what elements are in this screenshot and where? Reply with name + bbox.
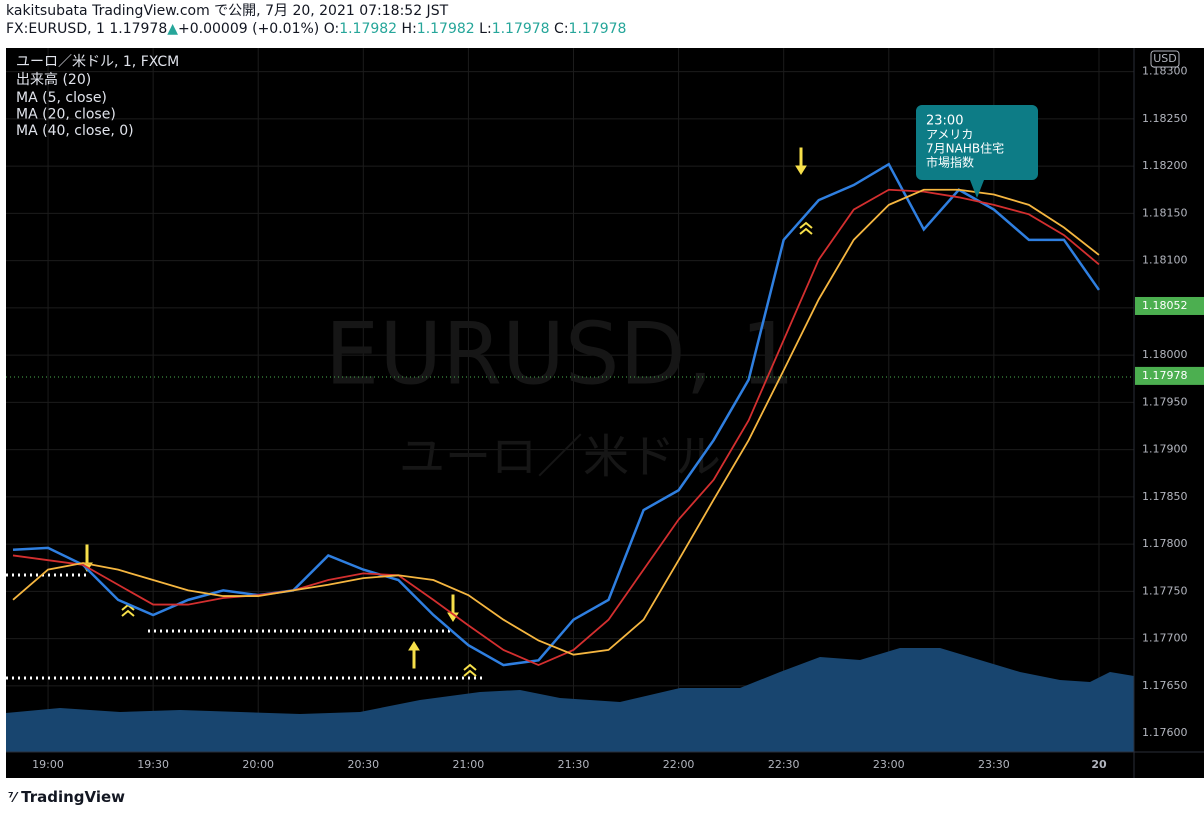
- down-arrow: [795, 147, 807, 175]
- l-label: L:: [479, 21, 492, 37]
- low: 1.17978: [491, 21, 550, 37]
- change: +0.00009 (+0.01%): [178, 21, 320, 37]
- ma-line: [12, 188, 1100, 656]
- x-tick-label: 21:00: [453, 758, 485, 771]
- x-tick-label: 21:30: [558, 758, 590, 771]
- brand: TradingView: [21, 788, 126, 806]
- volume-legend: 出来高 (20): [16, 71, 91, 88]
- x-tick-label: 22:30: [768, 758, 800, 771]
- ma-line: [12, 162, 1100, 667]
- chevron: [799, 221, 813, 235]
- annotation-box: [916, 105, 1038, 198]
- y-tick-label: 1.17850: [1142, 490, 1188, 503]
- footer: ⁷⁄ TradingView: [8, 788, 125, 806]
- y-tick-label: 1.17600: [1142, 726, 1188, 739]
- y-tick-label: 1.18150: [1142, 206, 1188, 219]
- legend: MA (5, close)MA (20, close)MA (40, close…: [16, 90, 134, 139]
- price-label: 1.17978: [1142, 369, 1188, 382]
- y-tick-label: 1.17700: [1142, 632, 1188, 645]
- x-tick-label: 19:00: [32, 758, 64, 771]
- legend-entry: MA (40, close, 0): [16, 123, 134, 139]
- x-tick-label: 23:00: [873, 758, 905, 771]
- y-tick-label: 1.17650: [1142, 679, 1188, 692]
- quote-line: FX:EURUSD, 1 1.17978▲+0.00009 (+0.01%) O…: [6, 20, 626, 38]
- currency: USD: [1153, 52, 1177, 65]
- annotation: 23:00 アメリカ 7月NAHB住宅 市場指数: [916, 105, 1038, 198]
- annotation-line: アメリカ: [926, 128, 973, 142]
- watermark-sub: ユーロ／米ドル: [399, 430, 721, 484]
- y-tick-label: 1.18000: [1142, 348, 1188, 361]
- price-label-box: [1135, 296, 1204, 315]
- annotation-line: 7月NAHB住宅: [926, 141, 1004, 156]
- y-tick-label: 1.17900: [1142, 443, 1188, 456]
- legend-entry: MA (20, close): [16, 107, 116, 123]
- volume-area: [6, 648, 1134, 752]
- support-lines: [6, 573, 485, 680]
- x-tick-label: 22:00: [663, 758, 695, 771]
- legend-entry: MA (5, close): [16, 90, 107, 106]
- header: kakitsubata TradingView.com で公開, 7月 20, …: [6, 2, 626, 38]
- close: 1.17978: [568, 21, 627, 37]
- o-label: O:: [323, 21, 340, 37]
- currency-box: [1150, 50, 1180, 68]
- symbol: FX:EURUSD, 1 1.17978: [6, 21, 168, 37]
- y-tick-label: 1.18100: [1142, 254, 1188, 267]
- price-label: 1.18052: [1142, 299, 1188, 312]
- y-tick-label: 1.17950: [1142, 395, 1188, 408]
- y-tick-label: 1.17800: [1142, 537, 1188, 550]
- y-tick-label: 1.18300: [1142, 65, 1188, 78]
- x-tick-label: 20:30: [347, 758, 379, 771]
- axes: 1.17600 1.17650 1.17700 1.17750 1.17800 1.178…: [32, 65, 1204, 771]
- x-tick-label: 20: [1091, 758, 1107, 771]
- ma-lines: [12, 162, 1100, 667]
- x-tick-label: 23:30: [978, 758, 1010, 771]
- y-tick-label: 1.18200: [1142, 159, 1188, 172]
- high: 1.17982: [416, 21, 475, 37]
- open: 1.17982: [339, 21, 398, 37]
- symbol-legend: ユーロ／米ドル, 1, FXCM: [16, 54, 179, 70]
- x-tick-label: 19:30: [137, 758, 169, 771]
- y-tick-label: 1.17750: [1142, 584, 1188, 597]
- arrow: ▲: [167, 21, 179, 37]
- y-tick-label: 1.18250: [1142, 112, 1188, 125]
- chart: EURUSD, 1 ユーロ／米ドル 23:00 アメリカ 7月NAHB住宅 市場…: [6, 48, 1204, 778]
- signal-markers: [81, 147, 813, 677]
- watermark: EURUSD, 1: [325, 304, 795, 404]
- logo-icon: ⁷⁄: [8, 791, 16, 806]
- up-arrow: [408, 641, 420, 669]
- x-tick-label: 20:00: [242, 758, 274, 771]
- c-label: C:: [554, 21, 569, 37]
- annotation-line: 市場指数: [926, 155, 974, 170]
- publish-line: kakitsubata TradingView.com で公開, 7月 20, …: [6, 3, 449, 19]
- price-label-box: [1135, 366, 1204, 385]
- chevron: [463, 663, 477, 677]
- h-label: H:: [401, 21, 417, 37]
- annotation-line: 23:00: [926, 114, 963, 129]
